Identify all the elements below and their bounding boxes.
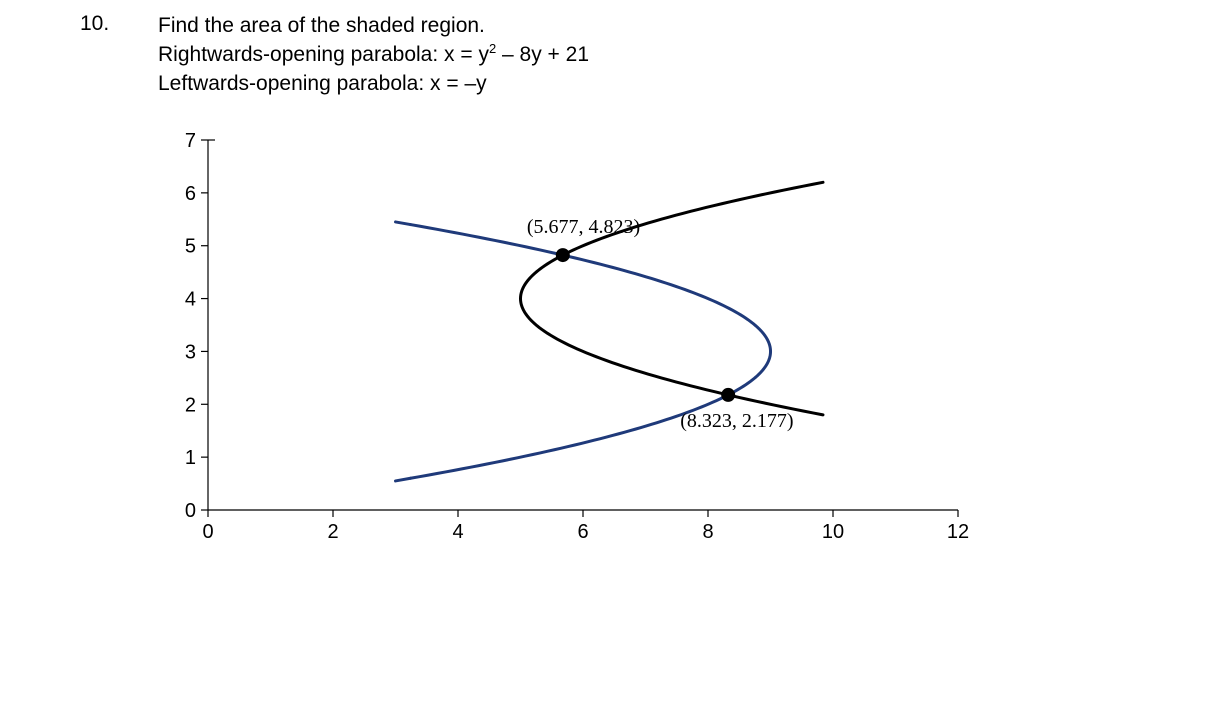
chart-area: 01234567024681012(5.677, 4.823)(8.323, 2… bbox=[158, 130, 978, 555]
chart-svg: 01234567024681012(5.677, 4.823)(8.323, 2… bbox=[158, 130, 978, 550]
y-tick-label: 5 bbox=[185, 236, 196, 258]
y-tick-label: 0 bbox=[185, 500, 196, 522]
y-tick-label: 3 bbox=[185, 341, 196, 363]
x-tick-label: 12 bbox=[947, 521, 969, 543]
y-tick-label: 6 bbox=[185, 183, 196, 205]
y-tick-label: 4 bbox=[185, 289, 196, 311]
intersection-label: (8.323, 2.177) bbox=[680, 410, 793, 432]
problem-line-2: Rightwards-opening parabola: x = y2 – 8y… bbox=[158, 40, 589, 69]
problem-text: Find the area of the shaded region. Righ… bbox=[158, 12, 589, 98]
y-tick-label: 1 bbox=[185, 447, 196, 469]
problem-line-3: Leftwards-opening parabola: x = –y bbox=[158, 70, 589, 98]
x-tick-label: 0 bbox=[202, 521, 213, 543]
problem-number: 10. bbox=[80, 12, 109, 36]
intersection-label: (5.677, 4.823) bbox=[527, 216, 640, 238]
problem-line-1: Find the area of the shaded region. bbox=[158, 12, 589, 40]
x-tick-label: 10 bbox=[822, 521, 844, 543]
x-tick-label: 6 bbox=[577, 521, 588, 543]
y-tick-label: 7 bbox=[185, 130, 196, 152]
x-tick-label: 2 bbox=[327, 521, 338, 543]
left-parabola bbox=[411, 225, 771, 479]
intersection-point bbox=[721, 388, 735, 402]
x-tick-label: 4 bbox=[452, 521, 463, 543]
y-tick-label: 2 bbox=[185, 394, 196, 416]
intersection-point bbox=[556, 248, 570, 262]
x-tick-label: 8 bbox=[702, 521, 713, 543]
